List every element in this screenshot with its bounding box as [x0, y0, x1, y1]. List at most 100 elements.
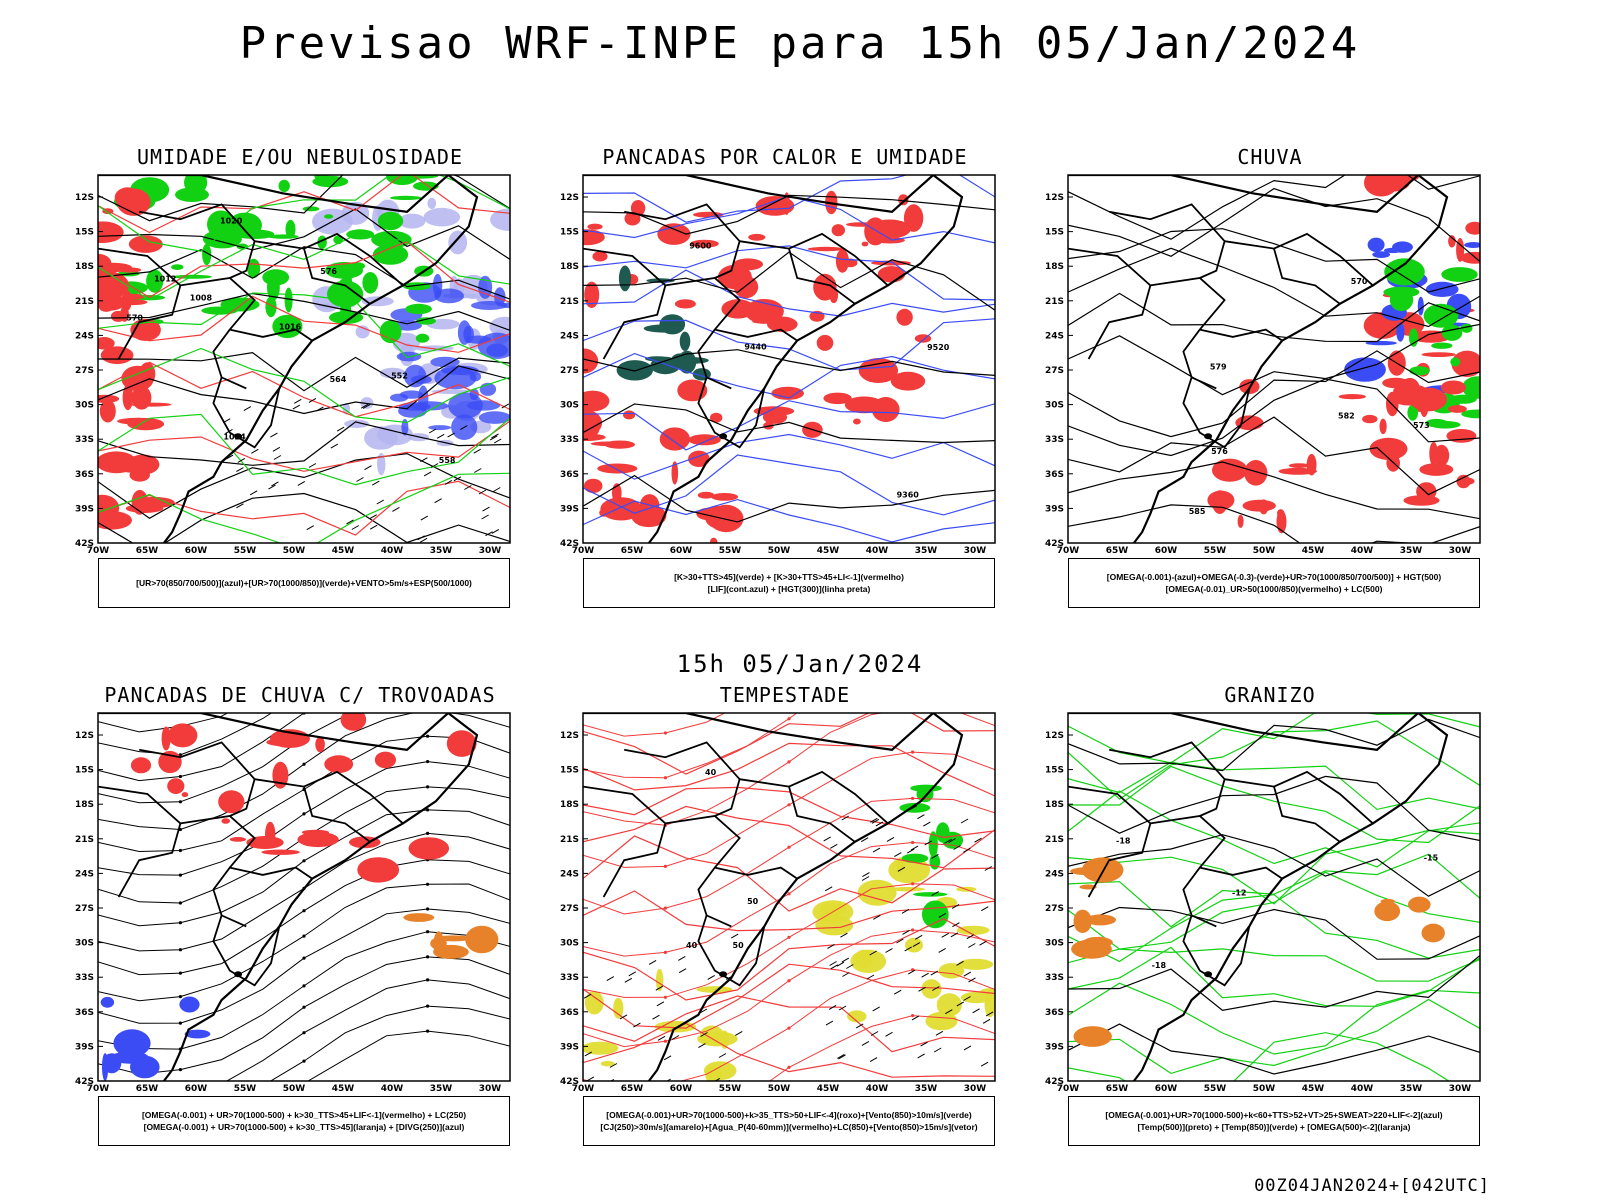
- shaded-area: [100, 996, 115, 1008]
- shaded-area: [179, 996, 200, 1013]
- longitude-label: 35W: [915, 546, 938, 556]
- wind-vector: [447, 432, 455, 438]
- shaded-area: [1389, 288, 1414, 312]
- latitude-label: 36S: [560, 1008, 579, 1018]
- contour-line: [1068, 761, 1480, 811]
- latitude-label: 33S: [75, 973, 94, 983]
- longitude-label: 40W: [1351, 546, 1374, 556]
- shaded-area: [1421, 923, 1445, 943]
- lake: [1204, 971, 1213, 978]
- shaded-area: [613, 997, 624, 1019]
- shaded-area: [690, 239, 719, 248]
- state-border: [624, 203, 741, 279]
- state-border: [212, 377, 281, 449]
- shaded-area: [587, 223, 603, 230]
- shaded-area: [889, 887, 925, 892]
- wind-vector: [968, 943, 976, 948]
- wind-vector: [369, 514, 377, 520]
- coastline: [98, 713, 479, 1081]
- shaded-area: [113, 1029, 151, 1058]
- latitude-label: 12S: [75, 193, 94, 203]
- contour-line: [1068, 720, 1480, 800]
- contour-line: [1068, 718, 1480, 772]
- wind-vector: [633, 1022, 641, 1028]
- shaded-area: [327, 280, 364, 308]
- streamline-arrow: [302, 812, 306, 816]
- streamline-arrow: [426, 734, 430, 738]
- shaded-area: [357, 857, 400, 883]
- shaded-area: [1461, 409, 1480, 419]
- shaded-area: [938, 963, 965, 979]
- shaded-area: [816, 334, 834, 351]
- latitude-label: 21S: [1045, 297, 1064, 307]
- wind-vector: [225, 454, 234, 460]
- longitude-label: 35W: [1400, 546, 1423, 556]
- panel-title: TEMPESTADE: [719, 683, 851, 707]
- state-border: [139, 203, 256, 279]
- panel-legend: [OMEGA(-0.001) + UR>70(1000-500) + k>30_…: [98, 1096, 510, 1146]
- shaded-area: [122, 290, 132, 311]
- shaded-area: [433, 944, 469, 959]
- shaded-area: [167, 778, 185, 794]
- contour-label: 1024: [223, 432, 246, 441]
- longitude-label: 65W: [1106, 1084, 1129, 1094]
- shaded-area: [958, 958, 994, 970]
- latitude-label: 21S: [75, 835, 94, 845]
- latitude-label: 18S: [1045, 262, 1064, 272]
- wind-vector: [423, 471, 432, 477]
- shaded-area: [650, 356, 681, 375]
- shaded-area: [423, 207, 461, 227]
- latitude-label: 30S: [1045, 939, 1064, 949]
- shaded-area: [201, 306, 238, 315]
- streamline-arrow: [426, 1004, 430, 1008]
- wind-vector: [824, 886, 833, 892]
- shaded-area: [898, 194, 909, 206]
- shaded-area: [98, 269, 116, 275]
- state-border: [1224, 232, 1374, 287]
- state-border: [697, 915, 766, 987]
- wind-vector: [336, 426, 345, 432]
- shaded-area: [1441, 324, 1463, 341]
- latitude-label: 21S: [1045, 835, 1064, 845]
- legend-line: [UR>70(850/700/500)](azul)+[UR>70(1000/8…: [136, 578, 472, 588]
- legend-line: [OMEGA(-0.01)_UR>50(1000/850)(vermelho) …: [1165, 584, 1383, 594]
- streamline-arrow: [302, 984, 306, 988]
- streamline-arrow: [178, 1068, 182, 1072]
- panel-title: UMIDADE E/OU NEBULOSIDADE: [136, 145, 464, 169]
- streamline-arrow: [663, 995, 667, 999]
- shaded-area: [500, 302, 510, 309]
- contour-line: [98, 351, 510, 392]
- wind-vector: [700, 1032, 708, 1037]
- contour-label: 40: [705, 768, 717, 777]
- streamline-arrow: [178, 948, 182, 952]
- contour-label: 564: [330, 375, 347, 384]
- contour-line: [583, 474, 995, 523]
- wind-vector: [827, 943, 835, 949]
- contour-line: [1068, 955, 1480, 1012]
- shaded-area: [374, 751, 396, 769]
- latitude-label: 27S: [1045, 366, 1064, 376]
- wind-vector: [886, 836, 895, 842]
- contour-line: [1068, 906, 1480, 960]
- shaded-area: [1212, 458, 1248, 482]
- wind-vector: [945, 1009, 953, 1015]
- shaded-area: [711, 493, 739, 501]
- lake: [719, 433, 728, 440]
- wind-vector: [243, 406, 252, 412]
- contour-line: [1068, 504, 1480, 543]
- wind-vector: [392, 506, 400, 512]
- wind-vector: [273, 455, 282, 460]
- contour-line: [1068, 765, 1480, 844]
- legend-line: [OMEGA(-0.001)+UR>70(1000-500)+k<60+TTS>…: [1105, 1110, 1443, 1120]
- shaded-area: [771, 386, 804, 400]
- longitude-label: 60W: [185, 546, 208, 556]
- shaded-area: [98, 253, 112, 273]
- wind-vector: [420, 515, 429, 521]
- shaded-area: [389, 195, 422, 200]
- shaded-area: [102, 1053, 122, 1074]
- wind-vector: [952, 922, 960, 928]
- shaded-area: [312, 175, 349, 188]
- shaded-area: [1367, 237, 1385, 252]
- wind-vector: [482, 506, 490, 512]
- wind-vector: [493, 487, 501, 492]
